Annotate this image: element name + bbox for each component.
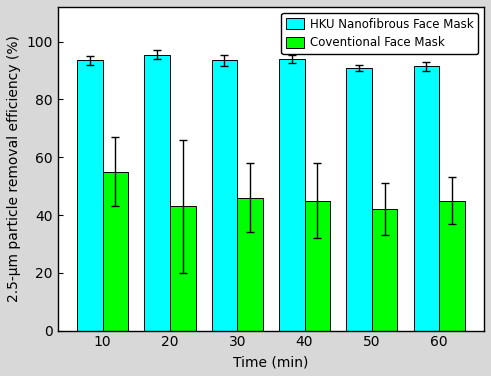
Bar (279, 59, 304, 331)
Y-axis label: 2.5-µm particle removal efficiency (%): 2.5-µm particle removal efficiency (%) (7, 35, 21, 302)
Bar (77, 61, 103, 331)
Bar (372, 209, 397, 331)
Legend: HKU Nanofibrous Face Mask, Coventional Face Mask: HKU Nanofibrous Face Mask, Coventional F… (281, 13, 478, 54)
Bar (144, 55, 170, 331)
Bar (304, 200, 330, 331)
Bar (103, 172, 128, 331)
Bar (212, 61, 237, 331)
X-axis label: Time (min): Time (min) (233, 355, 308, 369)
Bar (413, 66, 439, 331)
Bar (346, 68, 372, 331)
Bar (170, 206, 195, 331)
Bar (237, 198, 263, 331)
Bar (439, 200, 464, 331)
